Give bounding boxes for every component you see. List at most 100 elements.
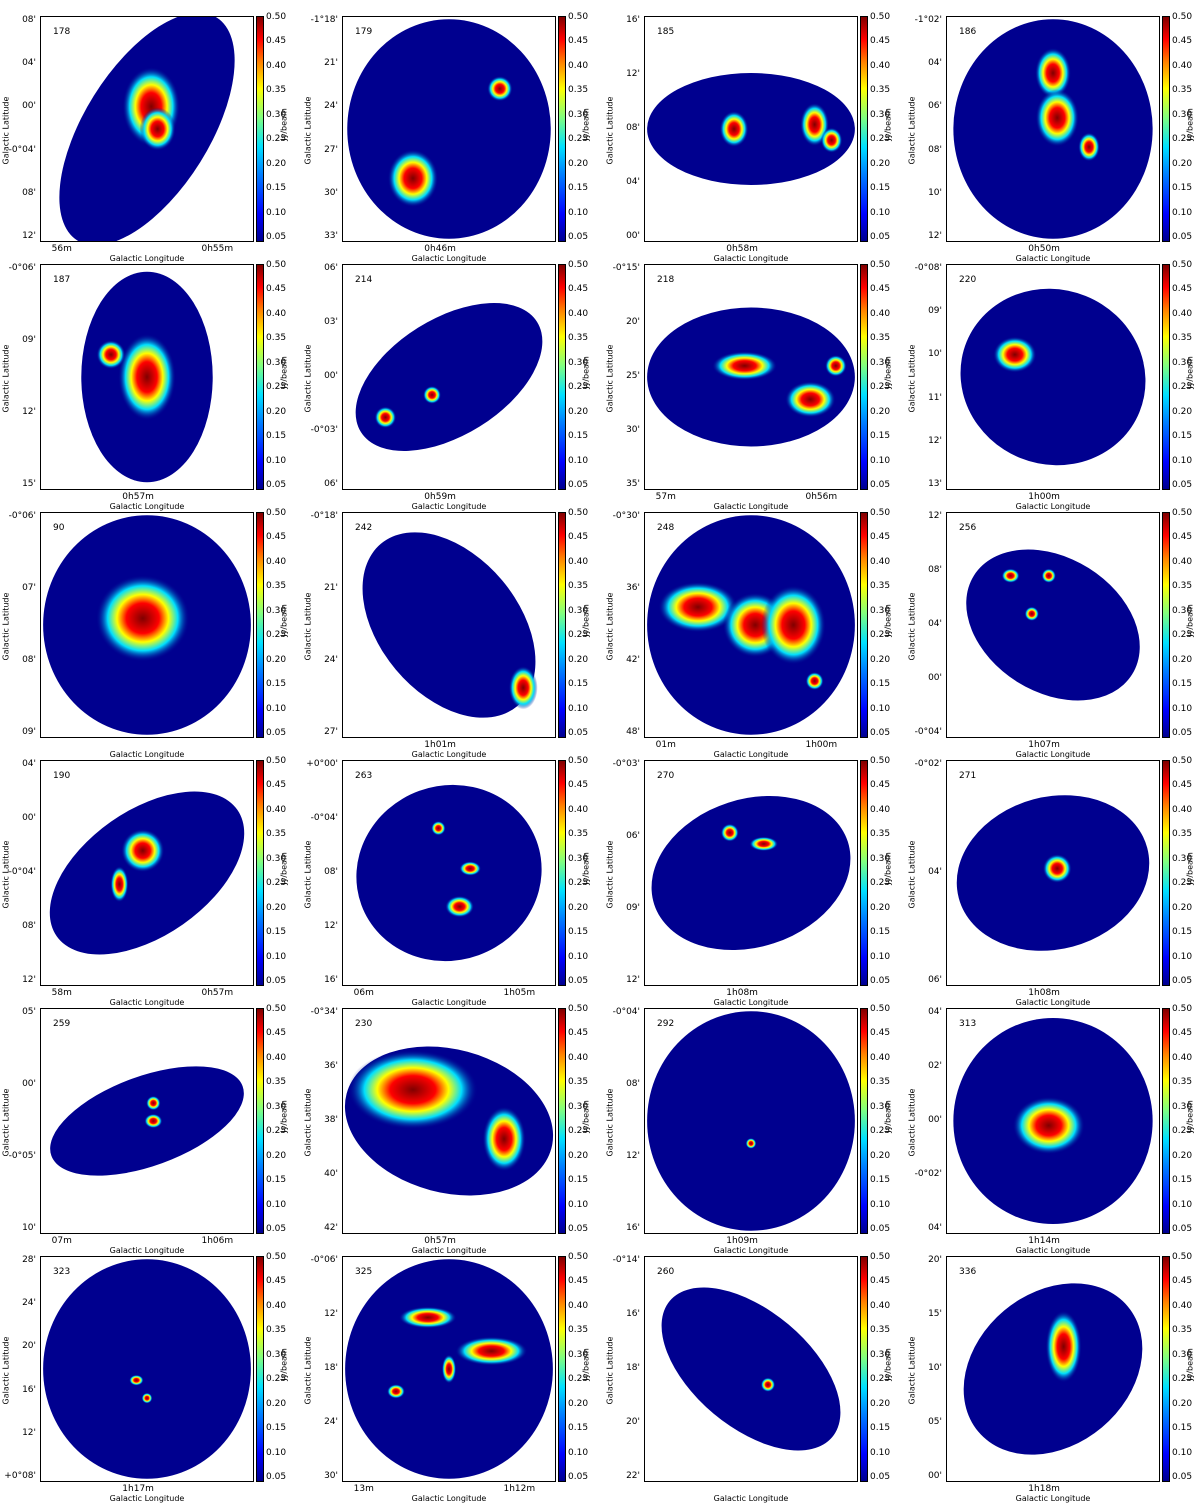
y-tick-label: 06' — [626, 831, 640, 841]
emission-blob — [118, 333, 176, 421]
colorbar-tick-label: 0.20 — [870, 1150, 891, 1161]
map-panel-179: 179 -1°18' 21' 24' 27' 30' 33' 0h46m Galactic La… — [302, 8, 602, 263]
x-tick-label: 1h17m — [122, 1484, 154, 1494]
emission-blob — [1042, 854, 1072, 883]
colorbar-tick-label: 0.05 — [568, 728, 589, 738]
map-footprint — [355, 303, 543, 451]
colorbar-tick-label: 0.35 — [870, 829, 891, 840]
y-tick-label: 04' — [928, 1223, 942, 1233]
y-axis-label: Galactic Latitude — [1, 96, 11, 165]
colorbar — [256, 1008, 264, 1234]
map-image: 187 — [40, 264, 254, 490]
x-axis-label: Galactic Longitude — [1015, 254, 1091, 263]
map-footprint — [49, 791, 245, 955]
emission-blob — [993, 336, 1037, 373]
colorbar-tick-label: 0.25 — [266, 382, 287, 393]
y-tick-label: -0°04' — [8, 144, 36, 155]
colorbar-tick-label: 0.45 — [266, 36, 287, 47]
y-axis-label: Galactic Latitude — [303, 840, 313, 909]
map-image: 271 — [946, 760, 1160, 986]
colorbar-unit-label: Jy/beam — [581, 852, 591, 885]
map-image: 323 — [40, 1256, 254, 1482]
y-tick-label: +0°08' — [4, 1471, 36, 1481]
panel-id-label: 325 — [355, 1267, 373, 1277]
x-axis-label: Galactic Longitude — [1015, 502, 1091, 511]
colorbar-tick-label: 0.10 — [568, 951, 589, 962]
colorbar-tick-label: 0.40 — [1172, 308, 1193, 319]
y-axis-label: Galactic Latitude — [907, 1336, 917, 1405]
colorbar-tick-label: 0.15 — [870, 431, 891, 442]
colorbar-tick-label: 0.25 — [266, 878, 287, 889]
y-tick-label: 42' — [324, 1223, 338, 1233]
colorbar-tick-label: 0.50 — [266, 260, 287, 270]
colorbar-tick-label: 0.35 — [1172, 85, 1193, 96]
colorbar-tick-label: 0.40 — [1172, 1052, 1193, 1063]
y-tick-label: -0°02' — [914, 759, 942, 769]
colorbar-unit-label: Jy/beam — [883, 604, 893, 637]
colorbar-tick-label: 0.35 — [568, 1077, 589, 1088]
intensity-map-323 — [43, 1259, 251, 1479]
y-tick-label: 12' — [324, 921, 338, 931]
colorbar-tick-label: 0.10 — [1172, 455, 1193, 466]
colorbar-tick-label: 0.50 — [266, 508, 287, 518]
x-axis-label: Galactic Longitude — [713, 1494, 789, 1503]
panel-id-label: 260 — [657, 1267, 675, 1277]
y-tick-label: 10' — [928, 187, 942, 198]
colorbar-tick-label: 0.30 — [266, 1101, 287, 1112]
y-tick-label: 36' — [324, 1061, 338, 1071]
intensity-map-90 — [43, 515, 251, 735]
colorbar — [860, 1008, 868, 1234]
y-tick-label: 09' — [22, 727, 36, 737]
colorbar-tick-label: 0.10 — [870, 455, 891, 466]
y-tick-label: 21' — [324, 583, 338, 593]
map-footprint — [966, 549, 1140, 701]
y-tick-label: 07' — [22, 583, 36, 593]
colorbar-unit-label: Jy/beam — [1185, 108, 1195, 141]
y-tick-label: 15' — [22, 479, 36, 489]
panel-id-label: 336 — [959, 1267, 977, 1277]
y-tick-label: 05' — [928, 1417, 942, 1427]
colorbar-tick-label: 0.30 — [870, 1349, 891, 1360]
colorbar-tick-label: 0.05 — [568, 1224, 589, 1234]
x-tick-label: 1h00m — [1028, 492, 1060, 502]
colorbar-tick-label: 0.15 — [568, 1423, 589, 1434]
colorbar-tick-label: 0.20 — [266, 654, 287, 665]
map-panel-323: 323 28' 24' 20' 16' 12' +0°08' 1h17m Galactic La… — [0, 1248, 300, 1503]
y-tick-label: -0°05' — [8, 1151, 36, 1161]
emission-blob — [455, 1336, 528, 1366]
map-panel-248: 248 -0°30' 36' 42' 48' 01m 1h00m Galactic Latit… — [604, 504, 904, 759]
colorbar-tick-label: 0.40 — [1172, 804, 1193, 815]
x-axis-label: Galactic Longitude — [411, 998, 487, 1007]
colorbar-tick-label: 0.50 — [1172, 1004, 1193, 1014]
y-tick-label: 10' — [22, 1223, 36, 1233]
x-tick-label: 58m — [51, 988, 72, 998]
y-tick-label: 22' — [626, 1471, 640, 1481]
colorbar-tick-label: 0.35 — [266, 333, 287, 344]
y-axis-label: Galactic Latitude — [605, 96, 615, 165]
y-tick-label: -1°18' — [310, 15, 338, 25]
colorbar-tick-label: 0.30 — [870, 1101, 891, 1112]
map-footprint — [356, 784, 542, 962]
colorbar-tick-label: 0.20 — [870, 1398, 891, 1409]
colorbar-tick-label: 0.15 — [1172, 431, 1193, 442]
y-tick-label: -0°03' — [612, 759, 640, 769]
intensity-map-218 — [647, 307, 855, 447]
y-tick-label: 16' — [626, 1309, 640, 1319]
x-axis-label: Galactic Longitude — [411, 1246, 487, 1255]
colorbar-tick-label: 0.15 — [568, 927, 589, 938]
y-tick-label: 03' — [324, 317, 338, 327]
emission-blob — [820, 127, 843, 153]
panel-id-label: 90 — [53, 523, 65, 533]
y-tick-label: 08' — [22, 187, 36, 198]
y-tick-label: 18' — [324, 1363, 338, 1373]
colorbar-tick-label: 0.25 — [568, 134, 589, 145]
y-tick-label: 13' — [928, 479, 942, 489]
colorbar-tick-label: 0.45 — [568, 1276, 589, 1287]
colorbar-tick-label: 0.05 — [266, 728, 287, 738]
y-tick-label: -0°06' — [8, 511, 36, 521]
colorbar — [860, 1256, 868, 1482]
colorbar-tick-label: 0.20 — [266, 158, 287, 169]
map-panel-90: 90 -0°06' 07' 08' 09' Galactic Latitude Galact… — [0, 504, 300, 759]
map-image: 220 — [946, 264, 1160, 490]
colorbar-tick-label: 0.20 — [1172, 406, 1193, 417]
